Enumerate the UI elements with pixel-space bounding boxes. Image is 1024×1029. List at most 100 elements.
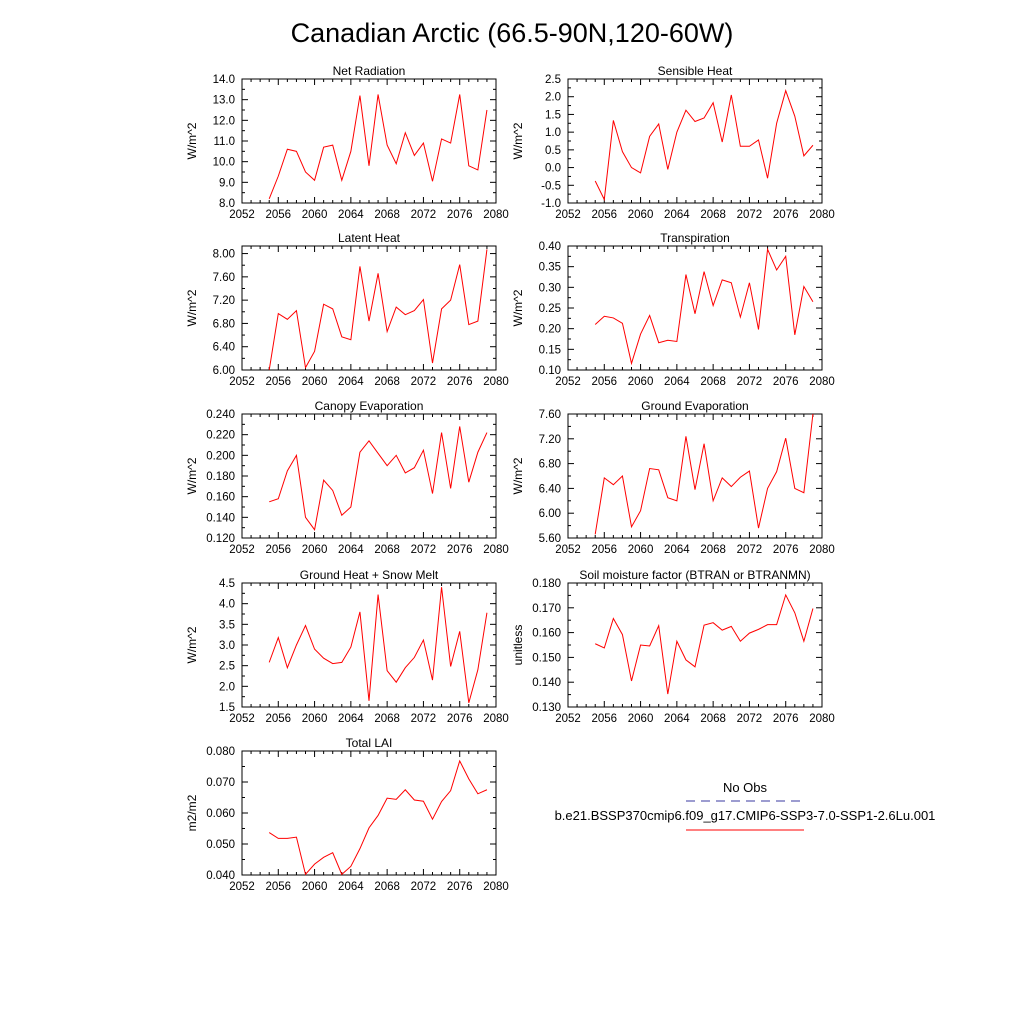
panel-transpiration: Transpiration W/m^2 2052 2056 2060 2064 2068 20…	[511, 231, 835, 388]
y-axis-label: W/m^2	[511, 289, 525, 326]
panel-latent-heat: Latent Heat W/m^2 2052 2056 2060 2064 2068 2072…	[185, 231, 509, 388]
figure-title: Canadian Arctic (66.5-90N,120-60W)	[291, 18, 734, 48]
legend-label-model-run: b.e21.BSSP370cmip6.f09_g17.CMIP6-SSP3-7.…	[555, 808, 936, 823]
y-tick-label: 7.20	[213, 295, 235, 307]
y-tick-label: 3.5	[219, 619, 235, 631]
y-tick-label: 3.0	[219, 640, 235, 652]
series-line	[268, 249, 488, 371]
x-tick-label: 2076	[447, 376, 473, 388]
y-tick-label: 6.80	[213, 318, 235, 330]
x-tick-label: 2076	[773, 713, 799, 725]
panel-title: Ground Heat + Snow Melt	[300, 568, 439, 582]
y-tick-label: 6.00	[539, 508, 561, 520]
y-tick-label: 0.070	[206, 777, 235, 789]
y-axis-label: m2/m2	[185, 794, 199, 831]
x-tick-label: 2080	[483, 881, 509, 893]
x-tick-label: 2060	[302, 544, 328, 556]
x-tick-label: 2072	[411, 209, 437, 221]
panel-sensible-heat: Sensible Heat W/m^2 2052 2056 2060 2064 2068 20…	[511, 64, 835, 221]
x-tick-label: 2072	[737, 209, 763, 221]
panel-soil-moisture-factor-btran-or-btranmn: Soil moisture factor (BTRAN or BTRANMN) u…	[511, 568, 835, 725]
y-tick-label: 1.5	[219, 702, 235, 714]
x-tick-label: 2072	[737, 544, 763, 556]
y-tick-label: 0.180	[532, 578, 561, 590]
y-tick-label: 8.00	[213, 249, 235, 261]
x-tick-label: 2052	[555, 544, 581, 556]
x-tick-label: 2052	[229, 881, 255, 893]
y-tick-label: 0.180	[206, 471, 235, 483]
y-tick-label: 2.0	[545, 92, 561, 104]
panel-title: Total LAI	[346, 736, 393, 750]
x-tick-label: 2076	[773, 376, 799, 388]
x-tick-label: 2064	[338, 544, 364, 556]
x-tick-label: 2080	[483, 376, 509, 388]
x-tick-label: 2080	[483, 209, 509, 221]
y-tick-label: 0.0	[545, 163, 561, 175]
x-tick-label: 2068	[374, 881, 400, 893]
series-line	[594, 593, 814, 695]
x-tick-label: 2076	[773, 544, 799, 556]
x-tick-label: 2060	[628, 544, 654, 556]
y-tick-label: 9.0	[219, 177, 235, 189]
x-tick-label: 2064	[338, 881, 364, 893]
x-tick-label: 2072	[411, 713, 437, 725]
x-tick-label: 2052	[229, 544, 255, 556]
x-tick-label: 2056	[265, 881, 291, 893]
series-line	[268, 587, 488, 704]
x-tick-label: 2060	[628, 713, 654, 725]
panel-title: Transpiration	[660, 231, 730, 245]
x-tick-label: 2060	[628, 376, 654, 388]
y-tick-label: 0.080	[206, 746, 235, 758]
x-tick-label: 2064	[338, 376, 364, 388]
y-axis-label: W/m^2	[185, 457, 199, 494]
y-tick-label: 12.0	[213, 115, 235, 127]
x-tick-label: 2060	[302, 209, 328, 221]
y-tick-label: 0.200	[206, 450, 235, 462]
x-tick-label: 2064	[664, 713, 690, 725]
legend: No Obs b.e21.BSSP370cmip6.f09_g17.CMIP6-…	[555, 780, 936, 831]
y-tick-label: 0.140	[532, 677, 561, 689]
x-tick-label: 2056	[265, 209, 291, 221]
x-tick-label: 2080	[809, 209, 835, 221]
panel-canopy-evaporation: Canopy Evaporation W/m^2 2052 2056 2060 2064 2…	[185, 399, 509, 556]
x-tick-label: 2052	[555, 209, 581, 221]
x-tick-label: 2052	[555, 376, 581, 388]
y-tick-label: 11.0	[213, 136, 235, 148]
y-tick-label: 2.5	[219, 661, 235, 673]
y-tick-label: 0.060	[206, 808, 235, 820]
y-tick-label: 14.0	[213, 74, 235, 86]
x-tick-label: 2060	[302, 376, 328, 388]
x-tick-label: 2076	[447, 713, 473, 725]
panel-title: Sensible Heat	[658, 64, 733, 78]
x-tick-label: 2076	[447, 881, 473, 893]
x-tick-label: 2060	[302, 881, 328, 893]
x-tick-label: 2080	[483, 713, 509, 725]
y-tick-label: 0.120	[206, 533, 235, 545]
y-axis-label: W/m^2	[185, 289, 199, 326]
legend-label-no-obs: No Obs	[723, 780, 768, 795]
panel-grid: Net Radiation W/m^2 2052 2056 2060 2064 2068 20…	[185, 64, 835, 893]
y-tick-label: 0.140	[206, 512, 235, 524]
x-tick-label: 2056	[265, 544, 291, 556]
series-line	[594, 413, 814, 535]
x-tick-label: 2080	[483, 544, 509, 556]
x-tick-label: 2076	[447, 209, 473, 221]
panel-title: Soil moisture factor (BTRAN or BTRANMN)	[579, 568, 810, 582]
panel-title: Canopy Evaporation	[315, 399, 424, 413]
y-tick-label: 0.160	[532, 628, 561, 640]
x-tick-label: 2056	[265, 376, 291, 388]
x-tick-label: 2068	[374, 376, 400, 388]
x-tick-label: 2068	[374, 544, 400, 556]
series-line	[269, 426, 488, 531]
x-tick-label: 2072	[737, 376, 763, 388]
y-tick-label: 1.5	[545, 109, 561, 121]
x-tick-label: 2072	[737, 713, 763, 725]
y-tick-label: 7.60	[213, 272, 235, 284]
y-tick-label: 0.10	[539, 365, 561, 377]
y-tick-label: 2.5	[545, 74, 561, 86]
y-tick-label: 0.40	[539, 241, 561, 253]
y-tick-label: 0.25	[539, 303, 561, 315]
y-tick-label: 1.0	[545, 127, 561, 139]
series-line	[594, 247, 814, 366]
x-tick-label: 2060	[302, 713, 328, 725]
